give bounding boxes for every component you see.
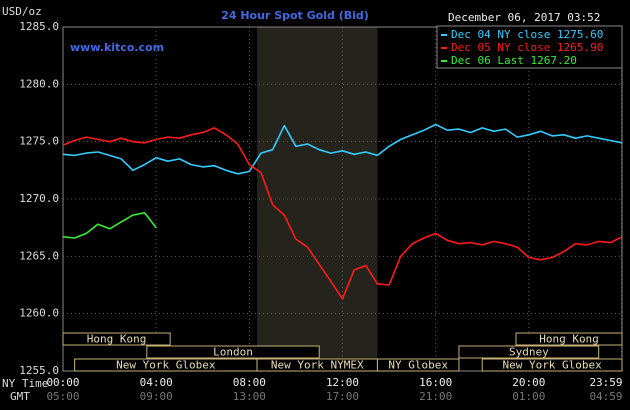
gmt-tick-label: 01:00 (512, 390, 545, 403)
gmt-tick-label: 09:00 (140, 390, 173, 403)
chart-title: 24 Hour Spot Gold (Bid) (221, 9, 369, 22)
session-label: NY Globex (388, 359, 448, 372)
y-tick-label: 1255.0 (19, 364, 59, 377)
y-tick-label: 1280.0 (19, 77, 59, 90)
gmt-tick-label: 05:00 (46, 390, 79, 403)
session-label: Sydney (509, 346, 549, 359)
series-line (62, 123, 623, 175)
session-label: New York Globex (502, 359, 602, 372)
y-tick-label: 1260.0 (19, 307, 59, 320)
y-tick-label: 1270.0 (19, 192, 59, 205)
x-tick-label: 23:59 (589, 376, 622, 389)
legend-label: Dec 06 Last 1267.20 (451, 54, 577, 67)
session-box (515, 332, 623, 346)
session-box (62, 332, 171, 346)
x-tick-label: 16:00 (419, 376, 452, 389)
gmt-tick-label: 21:00 (419, 390, 452, 403)
gmt-axis-label: GMT (10, 390, 30, 403)
gmt-tick-label: 13:00 (233, 390, 266, 403)
x-tick-label: 08:00 (233, 376, 266, 389)
timestamp: December 06, 2017 03:52 (448, 11, 600, 24)
session-label: Hong Kong (87, 333, 147, 346)
session-label: Hong Kong (539, 333, 599, 346)
gmt-tick-label: 04:59 (589, 390, 622, 403)
y-tick-label: 1265.0 (19, 249, 59, 262)
series-line (62, 127, 623, 300)
legend-box (436, 25, 623, 69)
x-tick-label: 00:00 (46, 376, 79, 389)
session-shade (257, 27, 378, 371)
session-label: London (213, 346, 253, 359)
session-box (481, 358, 623, 372)
legend-label: Dec 05 NY close 1265.90 (451, 41, 603, 54)
website: www.kitco.com (70, 41, 164, 54)
series-line (62, 212, 157, 239)
session-box (458, 345, 600, 359)
gmt-tick-label: 17:00 (326, 390, 359, 403)
y-tick-label: 1285.0 (19, 20, 59, 33)
x-axis-label: NY Time (2, 377, 48, 390)
y-unit: USD/oz (2, 5, 42, 18)
session-box (376, 358, 460, 372)
legend-label: Dec 04 NY close 1275.60 (451, 28, 603, 41)
x-tick-label: 20:00 (512, 376, 545, 389)
session-box (146, 345, 320, 359)
x-tick-label: 12:00 (326, 376, 359, 389)
session-label: New York Globex (116, 359, 216, 372)
x-tick-label: 04:00 (140, 376, 173, 389)
session-label: New York NYMEX (271, 359, 364, 372)
y-tick-label: 1275.0 (19, 135, 59, 148)
